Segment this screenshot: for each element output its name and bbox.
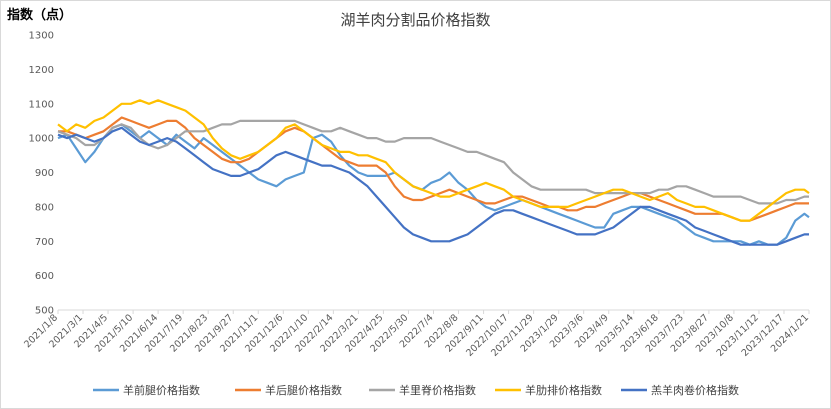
y-axis-label: 指数（点）: [7, 8, 73, 23]
legend-label-4: 羊肋排价格指数: [525, 383, 602, 397]
y-tick-label: 900: [35, 168, 54, 179]
series-line-2: [58, 116, 809, 222]
y-tick-label: 1000: [29, 134, 54, 145]
y-tick-label: 800: [35, 202, 54, 213]
y-tick-label: 1100: [29, 99, 54, 110]
y-tick-label: 1300: [29, 31, 54, 42]
series-line-3: [57, 119, 809, 205]
legend-label-1: 羊前腿价格指数: [123, 383, 200, 397]
y-tick-label: 600: [35, 271, 54, 282]
chart-title: 湖羊肉分割品价格指数: [340, 11, 491, 29]
legend-label-3: 羊里脊价格指数: [399, 383, 476, 397]
series-line-1: [57, 123, 810, 246]
y-tick-label: 1200: [29, 65, 54, 76]
legend-label-5: 羔羊肉卷价格指数: [651, 383, 739, 397]
y-tick-label: 500: [35, 306, 54, 317]
y-tick-label: 700: [35, 237, 54, 248]
series-line-5: [57, 126, 809, 246]
legend-label-2: 羊后腿价格指数: [265, 383, 342, 397]
series-line-4: [57, 99, 810, 222]
